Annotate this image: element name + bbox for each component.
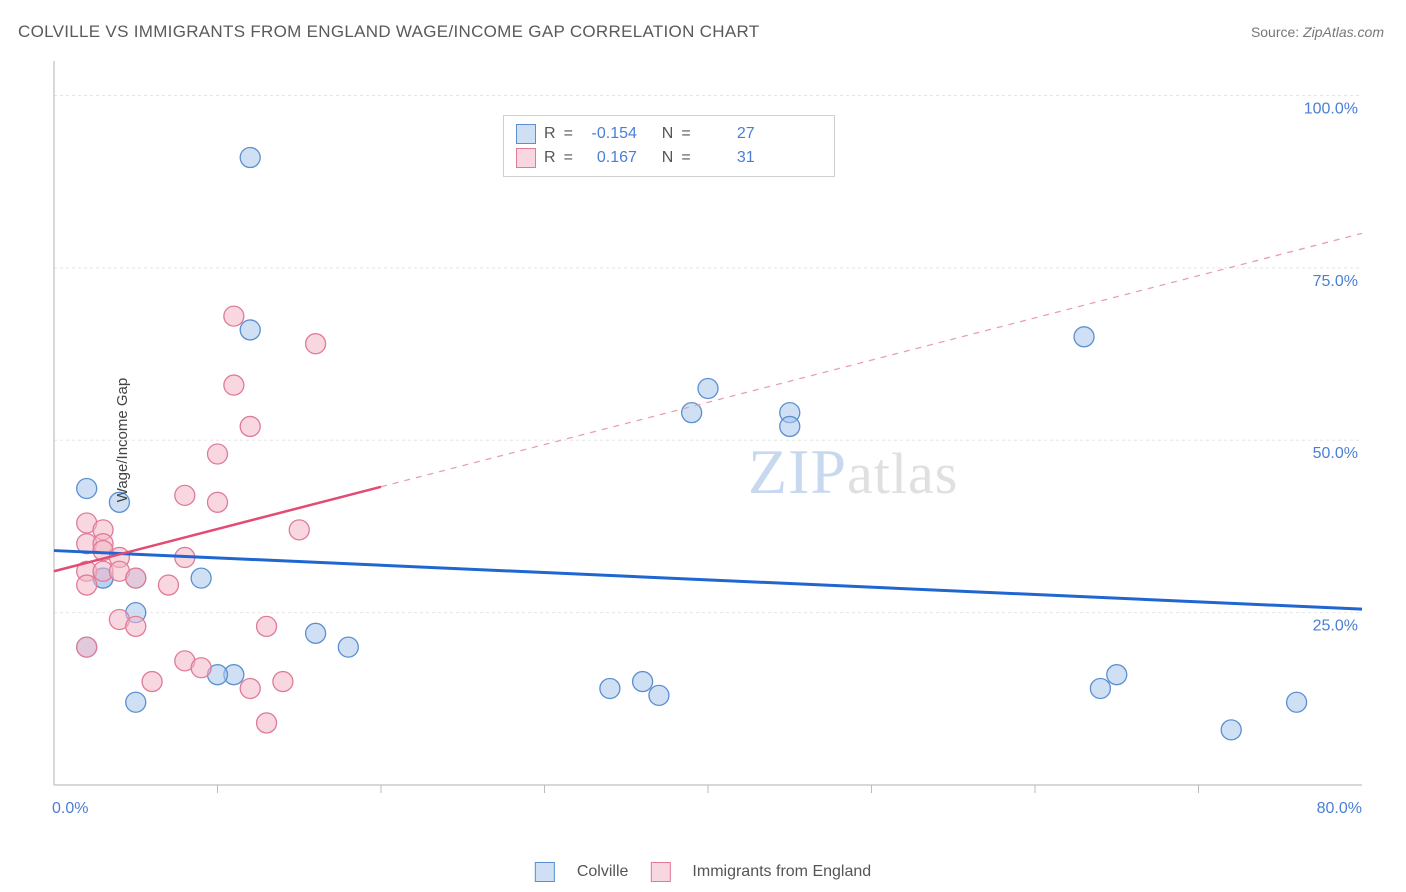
svg-text:0.0%: 0.0% xyxy=(52,800,88,817)
plot-area: Wage/Income Gap 25.0% 50.0% 75.0% 100.0% 0.0… xyxy=(48,55,1368,825)
source-credit: Source: ZipAtlas.com xyxy=(1251,24,1384,40)
n-value-pink: 31 xyxy=(699,149,755,167)
r-label: R xyxy=(544,149,556,167)
source-prefix: Source: xyxy=(1251,24,1303,40)
source-link[interactable]: ZipAtlas.com xyxy=(1303,24,1384,40)
swatch-pink-icon xyxy=(650,862,670,882)
n-value-blue: 27 xyxy=(699,125,755,143)
legend-label-immigrants: Immigrants from England xyxy=(692,863,871,881)
chart-title: COLVILLE VS IMMIGRANTS FROM ENGLAND WAGE… xyxy=(18,22,759,42)
n-label: N xyxy=(662,149,674,167)
swatch-blue-icon xyxy=(516,124,536,144)
series-legend: Colville Immigrants from England xyxy=(535,862,871,882)
legend-label-colville: Colville xyxy=(577,863,629,881)
swatch-blue-icon xyxy=(535,862,555,882)
legend-row-pink: R = 0.167 N = 31 xyxy=(516,146,822,170)
svg-text:75.0%: 75.0% xyxy=(1313,273,1358,290)
svg-text:80.0%: 80.0% xyxy=(1317,800,1362,817)
y-axis-label: Wage/Income Gap xyxy=(114,378,131,503)
svg-text:50.0%: 50.0% xyxy=(1313,445,1358,462)
n-label: N xyxy=(662,125,674,143)
r-label: R xyxy=(544,125,556,143)
svg-text:100.0%: 100.0% xyxy=(1304,100,1358,117)
eq-sign: = xyxy=(564,149,573,167)
legend-row-blue: R = -0.154 N = 27 xyxy=(516,122,822,146)
eq-sign: = xyxy=(564,125,573,143)
eq-sign: = xyxy=(681,149,690,167)
swatch-pink-icon xyxy=(516,148,536,168)
r-value-blue: -0.154 xyxy=(581,125,637,143)
r-value-pink: 0.167 xyxy=(581,149,637,167)
eq-sign: = xyxy=(681,125,690,143)
svg-text:25.0%: 25.0% xyxy=(1313,618,1358,635)
correlation-legend: R = -0.154 N = 27 R = 0.167 N = 31 xyxy=(503,115,835,177)
